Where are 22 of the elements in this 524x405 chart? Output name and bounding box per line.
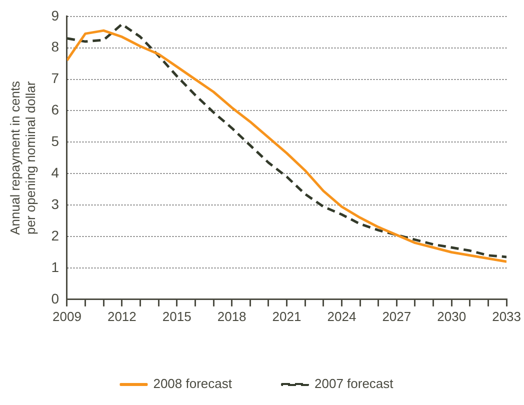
- y-tick-label: 2: [51, 227, 60, 244]
- y-tick-label: 5: [51, 133, 60, 150]
- y-tick-label: 7: [51, 70, 60, 86]
- y-tick-label: 9: [51, 7, 60, 24]
- x-tick-label: 2024: [327, 308, 356, 324]
- legend-label: 2008 forecast: [153, 376, 232, 392]
- x-tick-label: 2021: [272, 308, 302, 324]
- x-tick-label: 2018: [217, 308, 246, 324]
- y-tick-label: 4: [51, 164, 60, 180]
- y-axis-title: Annual repayment in cents per opening nominal dollar: [7, 80, 38, 235]
- y-tick-label: 8: [51, 38, 60, 55]
- x-tick-label: 2033: [492, 308, 521, 324]
- x-tick-label: 2009: [52, 308, 82, 324]
- y-tick-label: 6: [51, 102, 60, 118]
- y-tick-label: 1: [51, 258, 60, 275]
- x-tick-label: 2027: [382, 308, 412, 324]
- x-tick-label: 2012: [107, 308, 136, 324]
- y-tick-label: 0: [51, 290, 60, 306]
- x-tick-label: 2015: [162, 308, 192, 324]
- legend-label: 2007 forecast: [314, 376, 394, 392]
- y-tick-label: 3: [51, 196, 60, 212]
- x-tick-label: 2030: [437, 308, 466, 324]
